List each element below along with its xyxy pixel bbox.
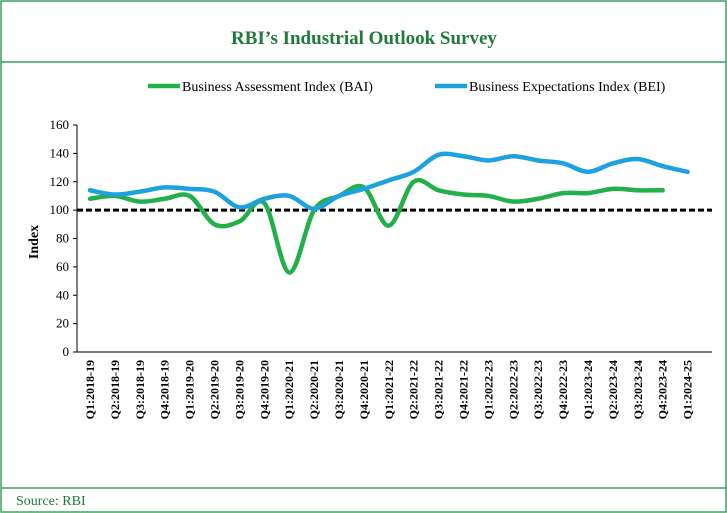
x-tick-label: Q2:2018-19: [108, 360, 122, 419]
y-tick-label: 20: [56, 316, 69, 331]
y-tick-label: 100: [50, 202, 70, 217]
x-tick-label: Q4:2019-20: [257, 360, 271, 419]
legend-label: Business Expectations Index (BEI): [469, 80, 666, 95]
x-tick-label: Q1:2021-22: [382, 360, 396, 419]
y-tick-label: 80: [56, 231, 69, 246]
x-tick-label: Q2:2022-23: [506, 360, 520, 419]
x-tick-label: Q4:2018-19: [158, 360, 172, 419]
series-line: [87, 151, 690, 211]
x-tick-label: Q3:2018-19: [133, 360, 147, 419]
x-tick-label: Q1:2018-19: [83, 360, 97, 419]
y-tick-label: 0: [63, 344, 70, 359]
y-tick-label: 140: [50, 145, 70, 160]
y-tick-label: 160: [50, 117, 70, 132]
x-tick-label: Q3:2023-24: [631, 360, 645, 419]
y-tick-label: 60: [56, 259, 69, 274]
x-tick-label: Q2:2021-22: [407, 360, 421, 419]
x-tick-label: Q1:2020-21: [282, 360, 296, 419]
x-tick-label: Q1:2019-20: [183, 360, 197, 419]
x-tick-label: Q2:2020-21: [307, 360, 321, 419]
x-tick-label: Q3:2019-20: [232, 360, 246, 419]
x-tick-label: Q1:2024-25: [681, 360, 695, 419]
x-tick-label: Q2:2023-24: [606, 360, 620, 419]
x-tick-label: Q1:2023-24: [581, 360, 595, 419]
chart-title: RBI’s Industrial Outlook Survey: [231, 28, 497, 49]
y-tick-label: 40: [56, 287, 69, 302]
source: Source: RBI: [16, 494, 86, 509]
x-tick-label: Q4:2022-23: [556, 360, 570, 419]
series-line: [87, 178, 665, 275]
x-tick-label: Q3:2022-23: [531, 360, 545, 419]
y-tick-label: 120: [50, 174, 70, 189]
x-tick-label: Q1:2022-23: [481, 360, 495, 419]
x-tick-label: Q4:2023-24: [656, 360, 670, 419]
x-tick-label: Q4:2020-21: [357, 360, 371, 419]
y-axis-label: Index: [27, 225, 42, 259]
x-tick-label: Q3:2021-22: [432, 360, 446, 419]
x-tick-label: Q4:2021-22: [457, 360, 471, 419]
x-tick-label: Q2:2019-20: [208, 360, 222, 419]
legend-label: Business Assessment Index (BAI): [182, 80, 373, 95]
x-tick-label: Q3:2020-21: [332, 360, 346, 419]
